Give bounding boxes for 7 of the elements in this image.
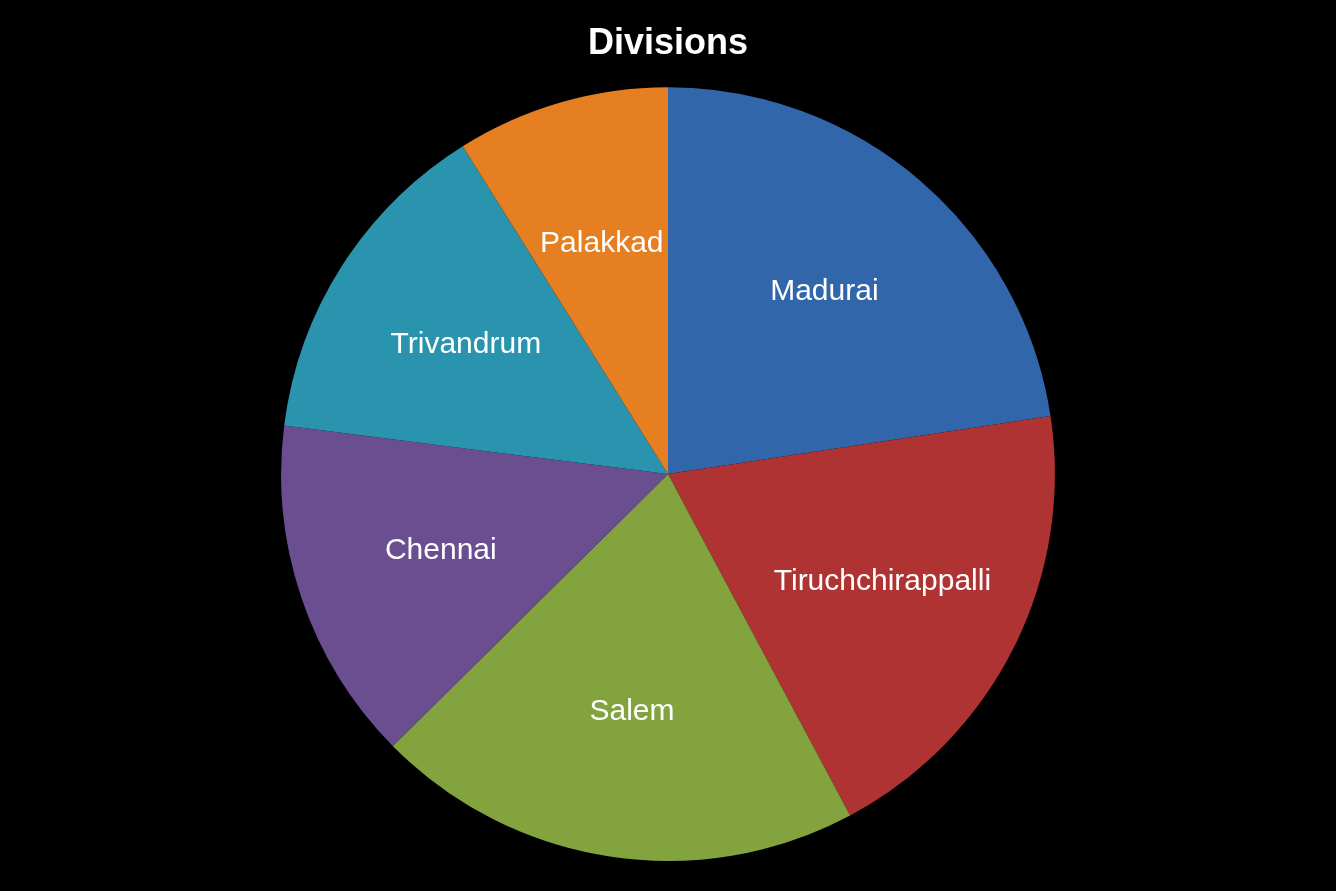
slice-label: Salem	[589, 692, 675, 726]
slice-label: Trivandrum	[390, 326, 542, 360]
slice-label: Chennai	[384, 532, 497, 566]
slice-label: Madurai	[770, 273, 879, 307]
slice-label: Tiruchchirappalli	[773, 562, 992, 596]
slice-label: Palakkad	[540, 224, 664, 258]
chart-title: Divisions	[587, 20, 749, 62]
